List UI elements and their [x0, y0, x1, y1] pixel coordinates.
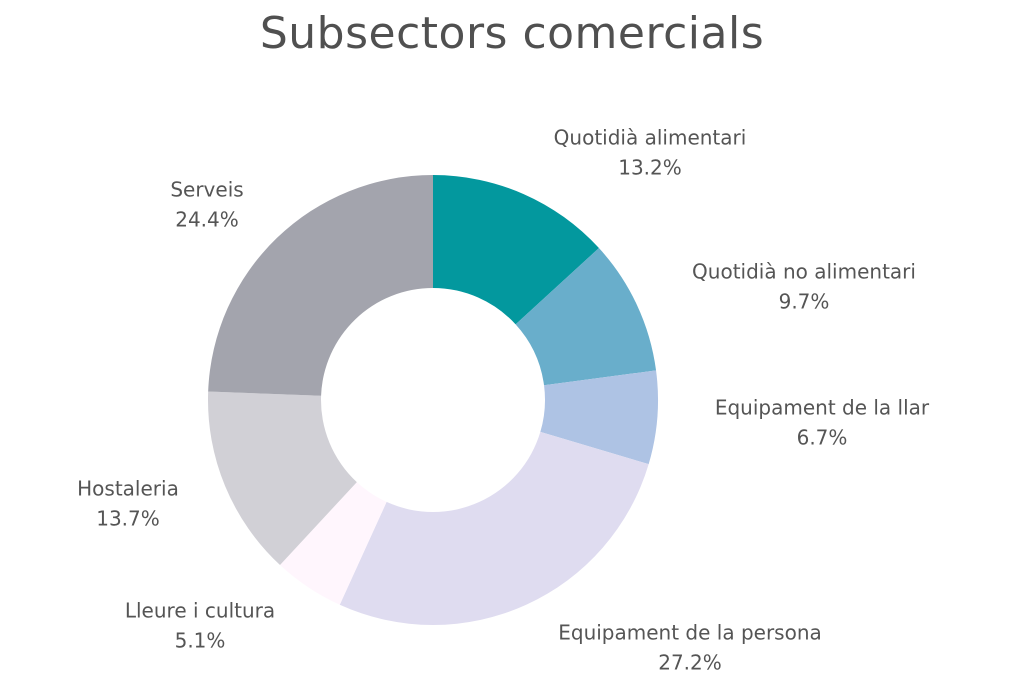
slice-quotidia-alimentari	[433, 175, 599, 325]
slice-value-equipament-de-la-persona: 27.2%	[658, 651, 722, 675]
slice-label-quotidia-no-alimentari: Quotidià no alimentari	[692, 260, 916, 284]
donut-slices	[208, 175, 658, 625]
slice-equipament-de-la-llar	[540, 370, 658, 465]
slice-hostaleria	[208, 391, 357, 565]
slice-label-hostaleria: Hostaleria	[77, 477, 179, 501]
slice-serveis	[208, 175, 433, 396]
slice-label-equipament-de-la-llar: Equipament de la llar	[715, 396, 930, 420]
slice-labels: Quotidià alimentari 13.2% Quotidià no alim…	[77, 126, 930, 675]
slice-label-equipament-de-la-persona: Equipament de la persona	[558, 621, 822, 645]
slice-equipament-de-la-persona	[339, 431, 649, 625]
slice-label-serveis: Serveis	[170, 178, 243, 202]
slice-value-quotidia-no-alimentari: 9.7%	[779, 290, 830, 314]
slice-quotidia-no-alimentari	[515, 248, 657, 386]
slice-label-lleure-i-cultura: Lleure i cultura	[125, 599, 275, 623]
slice-value-equipament-de-la-llar: 6.7%	[797, 426, 848, 450]
slice-value-serveis: 24.4%	[175, 208, 239, 232]
chart-title: Subsectors comercials	[259, 8, 765, 59]
slice-label-quotidia-alimentari: Quotidià alimentari	[554, 126, 747, 150]
slice-lleure-i-cultura	[280, 482, 387, 605]
slice-value-quotidia-alimentari: 13.2%	[618, 156, 682, 180]
slice-value-hostaleria: 13.7%	[96, 507, 160, 531]
slice-value-lleure-i-cultura: 5.1%	[175, 629, 226, 653]
